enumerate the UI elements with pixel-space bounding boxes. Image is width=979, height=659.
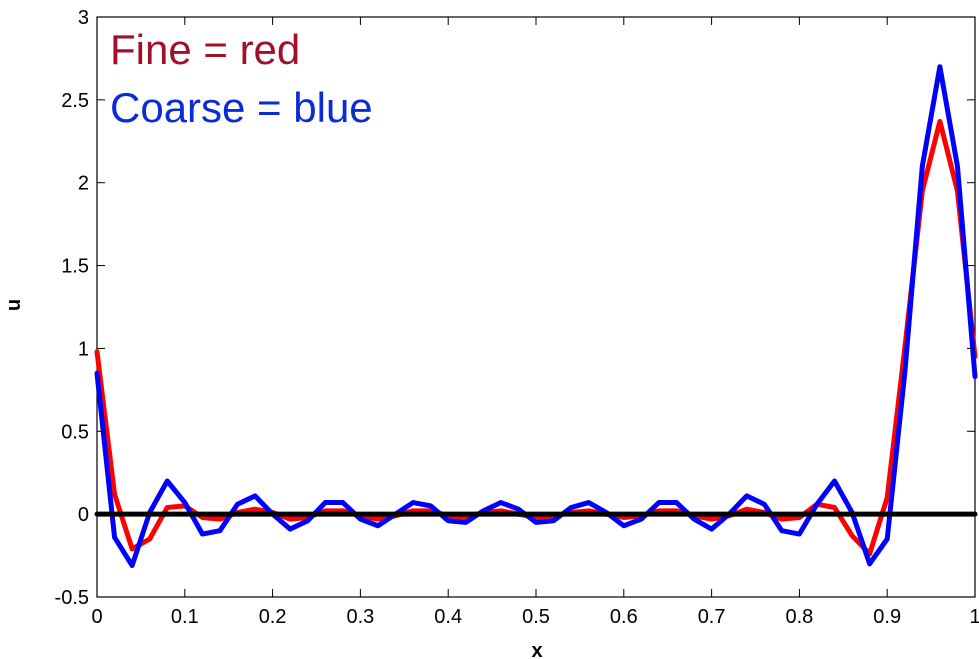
y-axis-label: u [3, 299, 25, 311]
x-tick-label: 0.8 [785, 606, 813, 628]
x-tick-label: 1 [969, 606, 979, 628]
legend-fine-annotation: Fine = red [110, 26, 300, 73]
x-tick-label: 0.1 [171, 606, 199, 628]
x-axis: 0 0.1 0.2 0.3 0.4 0.5 0.6 0.7 0.8 0.9 1 [91, 17, 979, 628]
x-tick-label: 0.2 [259, 606, 287, 628]
x-tick-label: 0.7 [698, 606, 726, 628]
y-axis: -0.5 0 0.5 1 1.5 2 2.5 3 [55, 7, 975, 609]
x-tick-label: 0.9 [873, 606, 901, 628]
x-tick-label: 0.4 [434, 606, 462, 628]
fine-series-line [94, 118, 978, 557]
x-axis-label: x [531, 640, 542, 659]
y-tick-label: 0.5 [61, 421, 89, 443]
y-tick-label: 2 [78, 173, 89, 195]
y-tick-label: 2.5 [61, 90, 89, 112]
y-tick-label: 3 [78, 7, 89, 29]
x-tick-label: 0.3 [346, 606, 374, 628]
y-tick-label: 1 [78, 338, 89, 360]
y-tick-label: 0 [78, 504, 89, 526]
x-tick-label: 0.5 [522, 606, 550, 628]
y-tick-label: -0.5 [55, 587, 89, 609]
x-tick-label: 0 [91, 606, 102, 628]
y-tick-label: 1.5 [61, 256, 89, 278]
coarse-series-line [94, 64, 978, 569]
legend-coarse-annotation: Coarse = blue [110, 84, 373, 131]
x-tick-label: 0.6 [610, 606, 638, 628]
